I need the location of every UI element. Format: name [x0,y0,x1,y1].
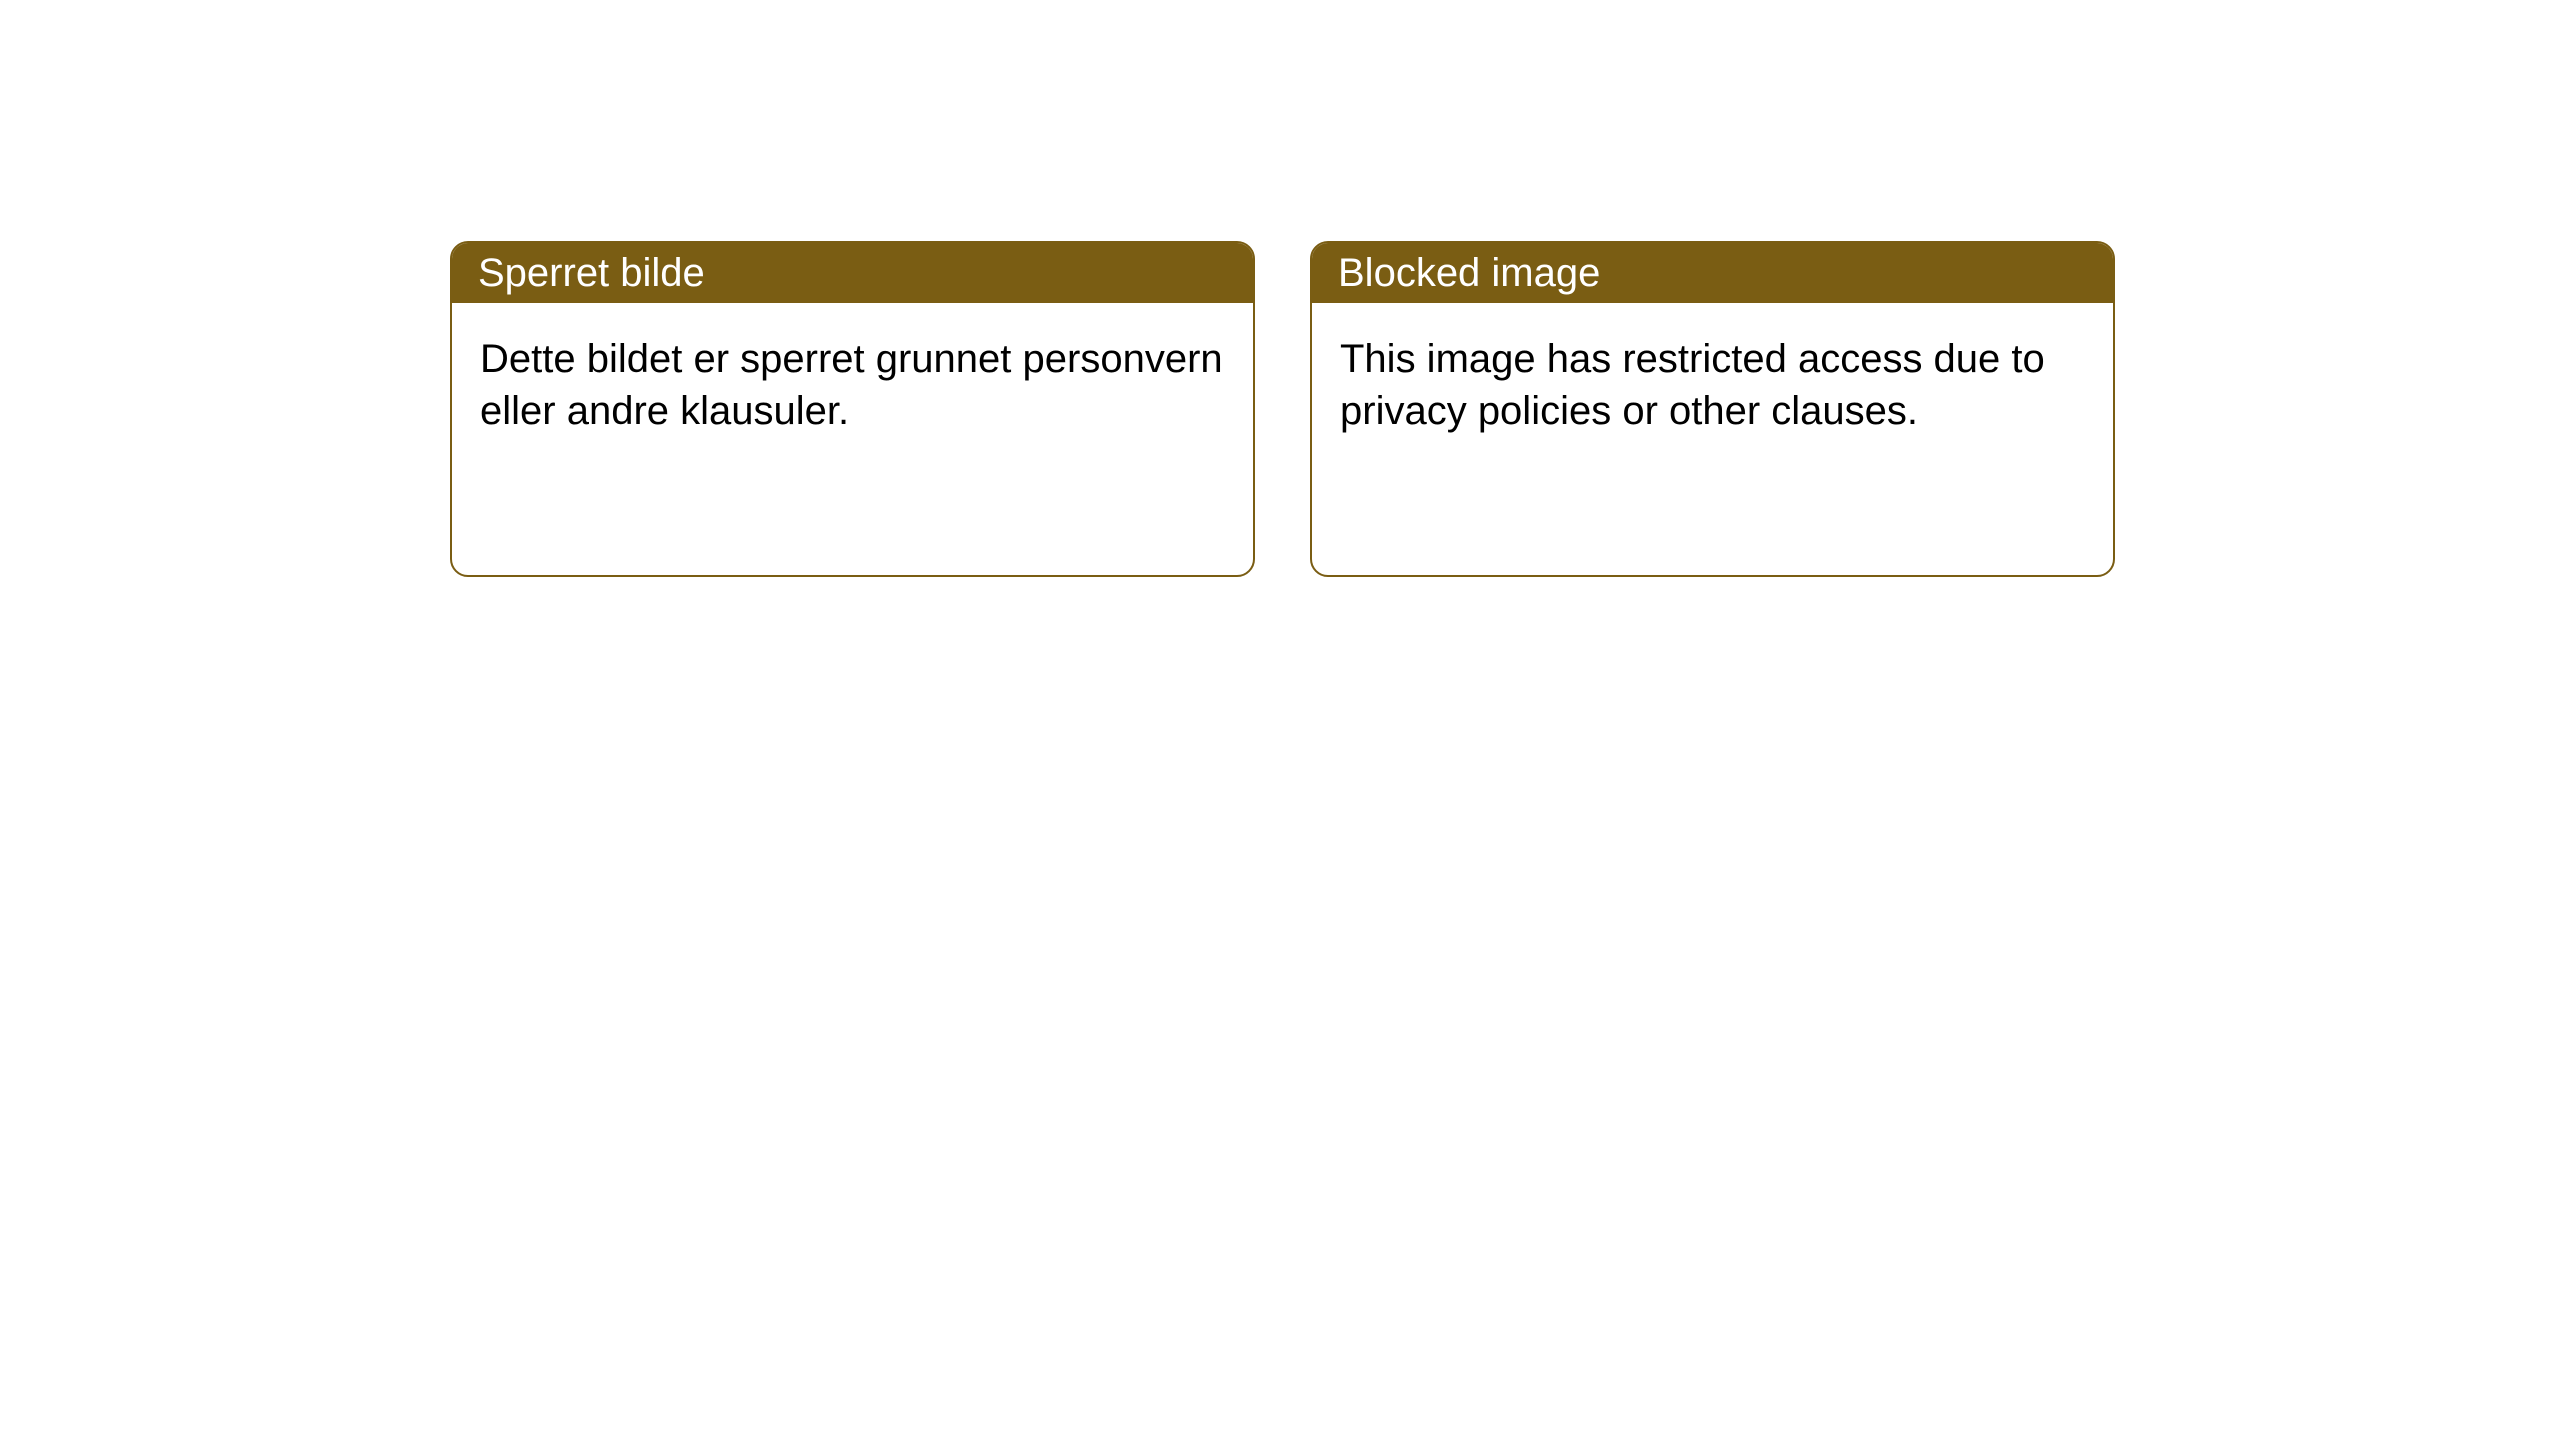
notice-cards-container: Sperret bilde Dette bildet er sperret gr… [450,241,2115,577]
notice-card-title: Sperret bilde [478,251,705,296]
notice-card-body: Dette bildet er sperret grunnet personve… [452,303,1253,467]
notice-card-english: Blocked image This image has restricted … [1310,241,2115,577]
notice-card-header: Sperret bilde [452,243,1253,303]
notice-card-body: This image has restricted access due to … [1312,303,2113,467]
notice-card-norwegian: Sperret bilde Dette bildet er sperret gr… [450,241,1255,577]
notice-card-title: Blocked image [1338,251,1600,296]
notice-card-header: Blocked image [1312,243,2113,303]
notice-card-text: Dette bildet er sperret grunnet personve… [480,337,1223,433]
notice-card-text: This image has restricted access due to … [1340,337,2045,433]
